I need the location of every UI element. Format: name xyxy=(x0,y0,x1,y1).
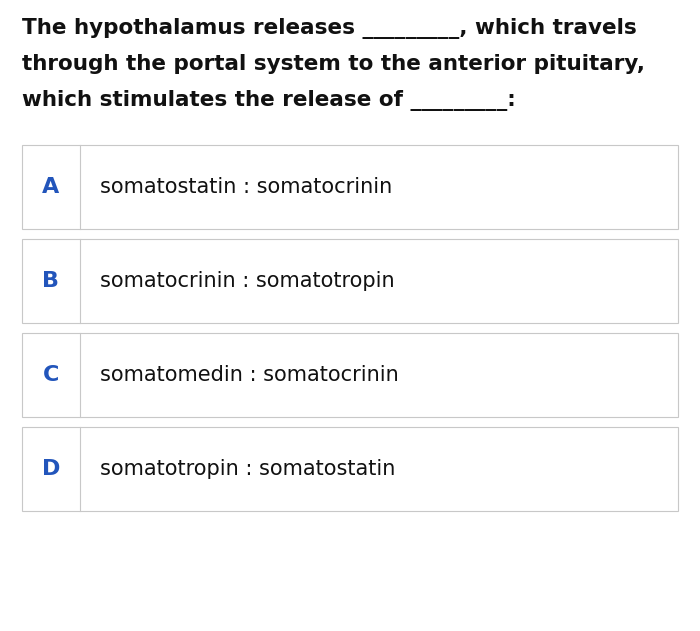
Text: somatocrinin : somatotropin: somatocrinin : somatotropin xyxy=(100,271,395,291)
Bar xyxy=(22,427,678,511)
Text: A: A xyxy=(43,177,60,197)
Text: somatotropin : somatostatin: somatotropin : somatostatin xyxy=(100,459,396,479)
Text: through the portal system to the anterior pituitary,: through the portal system to the anterio… xyxy=(22,54,645,74)
Bar xyxy=(22,333,678,417)
Text: D: D xyxy=(42,459,60,479)
Text: somatomedin : somatocrinin: somatomedin : somatocrinin xyxy=(100,365,399,385)
Text: C: C xyxy=(43,365,60,385)
Bar xyxy=(22,239,678,323)
Text: B: B xyxy=(43,271,60,291)
Bar xyxy=(22,145,678,229)
Text: The hypothalamus releases _________, which travels: The hypothalamus releases _________, whi… xyxy=(22,18,637,39)
Text: which stimulates the release of _________:: which stimulates the release of ________… xyxy=(22,90,516,111)
Text: somatostatin : somatocrinin: somatostatin : somatocrinin xyxy=(100,177,392,197)
